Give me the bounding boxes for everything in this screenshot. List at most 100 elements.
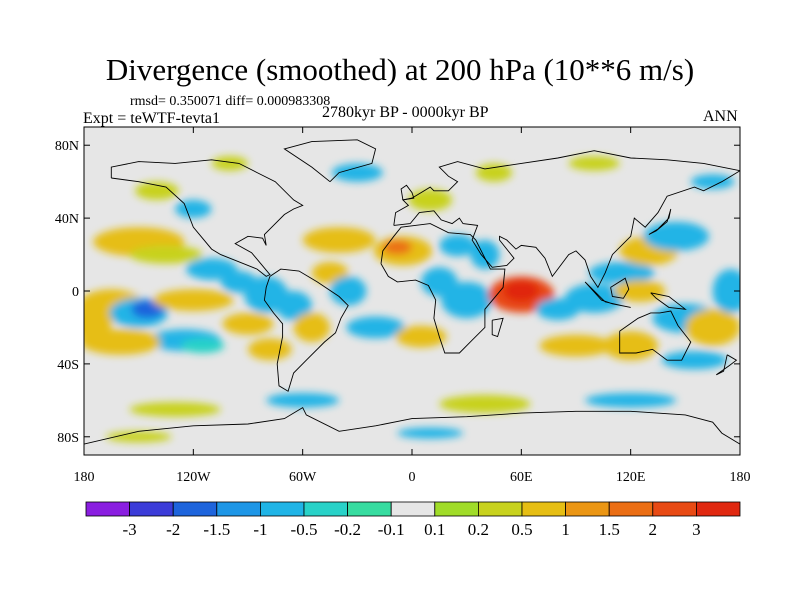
anomaly-blob xyxy=(266,393,340,408)
y-tick-label: 40S xyxy=(57,358,79,373)
anomaly-blob xyxy=(395,325,447,348)
colorbar-label: -3 xyxy=(123,520,137,539)
x-tick-label: 60E xyxy=(510,470,533,485)
anomaly-blob xyxy=(503,280,540,302)
anomaly-blob xyxy=(712,269,740,313)
anomaly-blob xyxy=(565,283,624,313)
colorbar-label: -0.2 xyxy=(334,520,361,539)
x-tick-label: 0 xyxy=(409,470,416,485)
australia-coast xyxy=(619,310,692,361)
south-america-coast xyxy=(263,268,349,392)
chart-title: Divergence (smoothed) at 200 hPa (10**6 … xyxy=(105,52,695,87)
anomaly-blob xyxy=(568,156,620,171)
anomaly-blob xyxy=(211,156,248,171)
colorbar-swatch xyxy=(521,501,566,517)
colorbar-swatch xyxy=(259,501,305,517)
anomaly-blob xyxy=(293,312,330,342)
colorbar-label: -1 xyxy=(253,520,267,539)
anomaly-blob xyxy=(408,189,453,211)
y-axis: 80N 40N 0 40S 80S xyxy=(55,139,740,446)
anomaly-blob xyxy=(153,289,234,311)
colorbar-swatch xyxy=(652,501,697,517)
anomaly-blob xyxy=(585,393,677,408)
uk-coast xyxy=(400,184,415,201)
anomaly-blob xyxy=(175,199,212,219)
colorbar-swatch xyxy=(347,501,392,517)
anomaly-blob xyxy=(685,309,740,346)
anomaly-blob xyxy=(470,240,500,270)
y-tick-label: 40N xyxy=(55,212,79,227)
north-america-coast xyxy=(110,159,304,277)
new-zealand-coast xyxy=(716,354,738,376)
anomaly-blob xyxy=(311,261,349,284)
anomaly-blob xyxy=(397,427,464,439)
colorbar-swatch xyxy=(303,501,348,517)
contour-field xyxy=(84,156,740,443)
anomaly-blob xyxy=(222,312,274,335)
anomaly-blob xyxy=(129,245,203,264)
anomaly-blob xyxy=(346,316,405,339)
anomaly-blob xyxy=(441,281,493,319)
anomaly-blob xyxy=(439,234,476,257)
eurasia-coast xyxy=(393,150,740,289)
japan-coast xyxy=(648,208,672,235)
colorbar-swatch xyxy=(565,501,610,517)
borneo-coast xyxy=(610,277,630,299)
colorbar-label: 3 xyxy=(692,520,701,539)
anomaly-blob xyxy=(135,181,179,200)
anomaly-blob xyxy=(603,331,658,361)
anomaly-blob xyxy=(382,240,412,255)
anomaly-blob xyxy=(475,163,513,182)
greenland-coast xyxy=(283,139,377,183)
new-guinea-coast xyxy=(650,292,687,310)
colorbar-label: 2 xyxy=(649,520,658,539)
stats-label: rmsd= 0.350071 diff= 0.000983308 xyxy=(130,94,331,109)
colorbar-label: 1.5 xyxy=(599,520,620,539)
colorbar-swatch xyxy=(172,501,218,517)
anomaly-blob xyxy=(330,276,367,306)
colorbar-label: -0.1 xyxy=(378,520,405,539)
anomaly-blob xyxy=(105,431,172,443)
antarctica-coast xyxy=(84,406,740,445)
colorbar-label: 1 xyxy=(561,520,570,539)
colorbar-label: -0.5 xyxy=(291,520,318,539)
anomaly-blob xyxy=(588,261,655,284)
indonesia-coast xyxy=(584,281,631,308)
colorbar-label: 0.5 xyxy=(511,520,532,539)
anomaly-blob xyxy=(84,305,112,342)
x-tick-label: 60W xyxy=(289,470,317,485)
season-label: ANN xyxy=(703,108,738,125)
anomaly-blob xyxy=(275,291,312,321)
period-label: 2780kyr BP - 0000kyr BP xyxy=(322,104,489,121)
x-tick-label: 120W xyxy=(176,470,211,485)
madagascar-coast xyxy=(491,317,504,338)
anomaly-blob xyxy=(439,394,531,414)
africa-coast xyxy=(380,223,506,354)
anomaly-blob xyxy=(539,334,613,357)
experiment-label: Expt = teWTF-tevta1 xyxy=(83,110,220,127)
y-tick-label: 0 xyxy=(72,285,79,300)
colorbar-swatch xyxy=(608,501,654,517)
colorbar-swatch xyxy=(216,501,261,517)
anomaly-blob xyxy=(129,402,221,417)
x-tick-label: 180 xyxy=(74,470,95,485)
coastlines xyxy=(84,139,740,445)
colorbar-swatch xyxy=(696,501,741,517)
x-tick-label: 120E xyxy=(616,470,646,485)
anomaly-blob xyxy=(614,280,666,302)
colorbar-swatch xyxy=(85,501,130,517)
anomaly-blob xyxy=(690,174,735,189)
colorbar-swatch xyxy=(477,501,523,517)
anomaly-blob xyxy=(248,338,292,361)
anomaly-blob xyxy=(643,221,709,251)
colorbar-swatch xyxy=(129,501,174,517)
anomaly-blob xyxy=(131,300,165,319)
colorbar-label: -2 xyxy=(166,520,180,539)
anomaly-blob xyxy=(186,258,238,280)
colorbar-label: 0.2 xyxy=(468,520,489,539)
y-tick-label: 80S xyxy=(57,431,79,446)
colorbar-label: -1.5 xyxy=(203,520,230,539)
anomaly-blob xyxy=(180,338,225,354)
y-tick-label: 80N xyxy=(55,139,79,154)
